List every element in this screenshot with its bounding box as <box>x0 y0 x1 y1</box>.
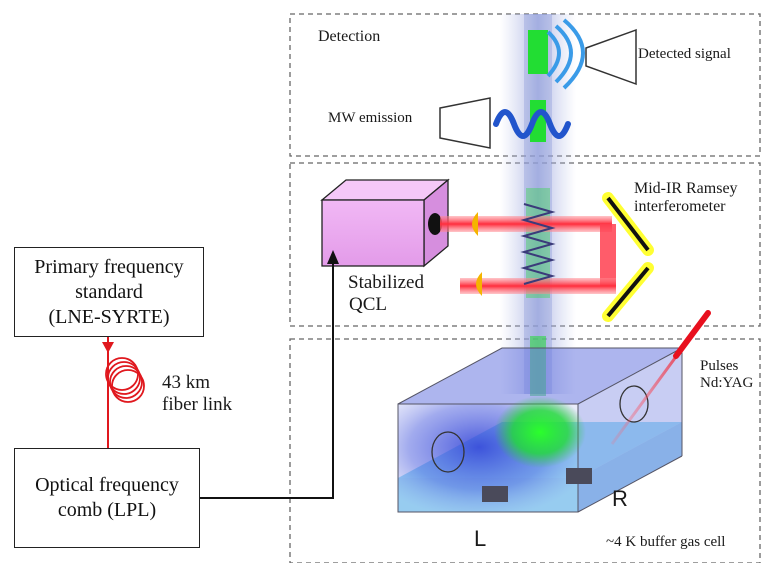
comb-line1: Optical frequency <box>35 474 179 496</box>
detection-title: Detection <box>318 28 381 45</box>
detected-signal-label: Detected signal <box>638 46 731 62</box>
primary-standard-line2: standard <box>75 280 143 303</box>
qcl-label-line2: QCL <box>349 293 387 315</box>
pulses-label-line1: Pulses <box>700 358 739 374</box>
primary-standard-line1: Primary frequency <box>34 255 184 278</box>
comb-line2: comb (LPL) <box>57 499 157 521</box>
primary-standard-box: Primary frequency standard (LNE-SYRTE) <box>14 247 204 337</box>
molecular-beam <box>500 14 576 394</box>
fiber-link <box>102 335 145 448</box>
qcl-box <box>320 178 450 268</box>
comb-to-qcl-arrow <box>200 250 339 499</box>
primary-standard-line3: (LNE-SYRTE) <box>48 305 170 328</box>
molecular-beam-core <box>524 14 552 394</box>
ramsey-label: Mid-IR Ramsey interferometer <box>634 180 738 217</box>
fiber-label-line2: fiber link <box>162 393 233 415</box>
buffer-gas-cell <box>397 347 683 513</box>
yag-pulse-beam <box>610 310 711 445</box>
mw-emission-antenna <box>439 97 571 149</box>
lens-bottom <box>476 272 482 296</box>
pulses-label: Pulses Nd:YAG <box>700 358 753 393</box>
electrode-left-label: L <box>474 526 487 551</box>
ramsey-laser-path <box>440 216 616 294</box>
electrode-right-label: R <box>612 486 628 511</box>
qcl-label-line1: Stabilized <box>348 272 424 293</box>
ramsey-label-line1: Mid-IR Ramsey <box>634 180 738 197</box>
detection-antenna <box>546 18 637 90</box>
fiber-label: 43 km fiber link <box>162 372 232 416</box>
optical-comb-box: Optical frequency comb (LPL) <box>14 448 200 548</box>
pulses-label-line2: Nd:YAG <box>700 375 754 392</box>
mw-emission-label: MW emission <box>328 110 413 126</box>
ramsey-label-line2: interferometer <box>634 198 726 216</box>
fiber-label-line1: 43 km <box>162 372 211 393</box>
lens-top <box>472 212 478 236</box>
ramsey-mirror-bottom <box>602 262 654 322</box>
qcl-label: Stabilized QCL <box>348 272 424 316</box>
green-packet-top <box>528 30 548 74</box>
cell-label: ~4 K buffer gas cell <box>606 534 726 550</box>
ramsey-mirror-top <box>602 192 654 256</box>
interaction-coil <box>520 203 556 285</box>
